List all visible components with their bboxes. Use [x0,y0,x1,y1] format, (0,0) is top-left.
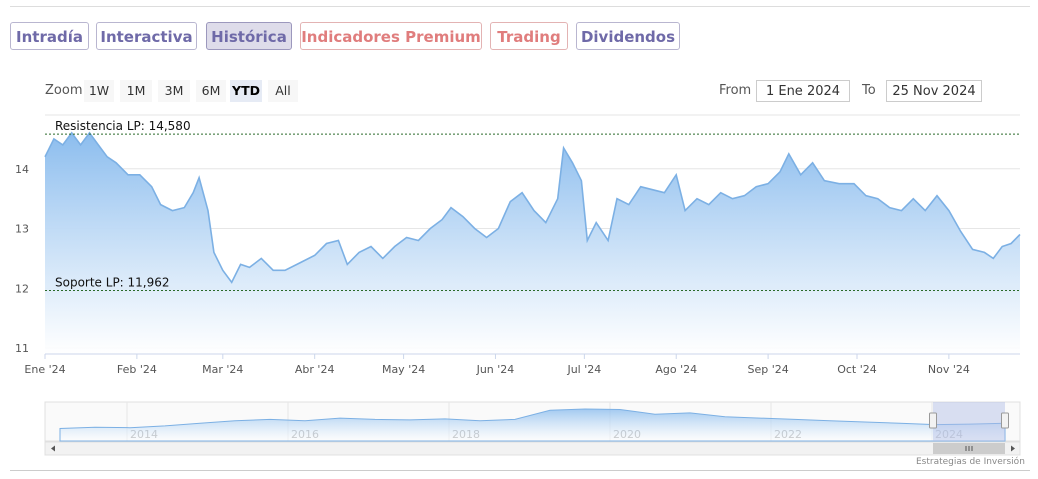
scroll-left-arrow-icon[interactable] [51,445,55,452]
bottom-divider [10,470,1030,471]
scroll-right-arrow-icon[interactable] [1011,445,1015,452]
navigator-handle-right[interactable] [1001,412,1009,429]
y-tick-label-11: 11 [15,342,29,355]
tab-indicadores-premium[interactable]: Indicadores Premium [300,22,482,50]
x-tick-label-8: Sep '24 [747,363,788,376]
zoom-1w-button[interactable]: 1W [84,80,114,102]
tab-intrad-a[interactable]: Intradía [10,22,89,50]
from-label: From [719,83,752,98]
zoom-ytd-button[interactable]: YTD [230,80,262,102]
x-tick-label-9: Oct '24 [837,363,877,376]
price-area-fill [45,132,1020,354]
x-tick-label-6: Jul '24 [566,363,601,376]
chart-credits: Estrategias de Inversión [916,457,1025,467]
zoom-6m-button[interactable]: 6M [196,80,226,102]
tab-hist-rica[interactable]: Histórica [206,22,292,50]
zoom-all-button[interactable]: All [268,80,298,102]
x-tick-label-4: May '24 [382,363,425,376]
x-tick-label-0: Ene '24 [24,363,65,376]
y-tick-label-12: 12 [15,282,29,295]
zoom-1m-button[interactable]: 1M [120,80,152,102]
tab-dividendos[interactable]: Dividendos [576,22,680,50]
from-date-input[interactable]: 1 Ene 2024 [756,80,850,102]
x-tick-label-5: Jun '24 [476,363,515,376]
tab-trading[interactable]: Trading [490,22,568,50]
reference-label-0: Resistencia LP: 14,580 [55,119,191,133]
tab-interactiva[interactable]: Interactiva [96,22,197,50]
to-date-input[interactable]: 25 Nov 2024 [886,80,982,102]
x-tick-label-10: Nov '24 [928,363,970,376]
reference-label-1: Soporte LP: 11,962 [55,276,170,290]
zoom-3m-button[interactable]: 3M [158,80,190,102]
price-line [44,131,1021,284]
x-tick-label-2: Mar '24 [202,363,243,376]
scrollbar-track[interactable] [44,441,1021,456]
x-tick-label-1: Feb '24 [117,363,157,376]
y-tick-label-13: 13 [15,223,29,236]
x-tick-label-3: Abr '24 [295,363,335,376]
y-tick-label-14: 14 [15,163,29,176]
scrollbar-grip-icon [965,446,973,451]
navigator-area [59,408,1006,442]
zoom-label: Zoom [45,83,83,98]
navigator-selection [933,402,1005,441]
top-divider [10,6,1030,7]
x-tick-label-7: Ago '24 [655,363,697,376]
to-label: To [862,83,876,98]
navigator-handle-left[interactable] [929,412,937,429]
